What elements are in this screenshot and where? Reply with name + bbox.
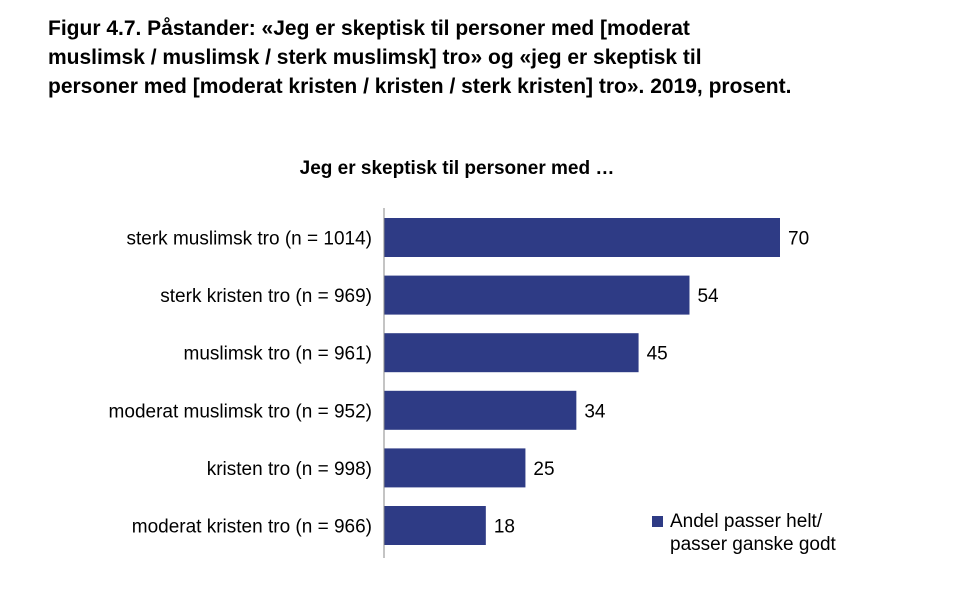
bar bbox=[384, 333, 639, 373]
value-label: 18 bbox=[494, 517, 515, 538]
category-label: sterk muslimsk tro (n = 1014) bbox=[127, 229, 373, 250]
value-label: 34 bbox=[584, 401, 606, 422]
figure-title: Figur 4.7. Påstander: «Jeg er skeptisk t… bbox=[48, 14, 928, 101]
bar-group: sterk muslimsk tro (n = 1014) 70 sterk kri… bbox=[109, 218, 809, 545]
value-label: 70 bbox=[788, 229, 809, 250]
category-label: sterk kristen tro (n = 969) bbox=[160, 286, 372, 307]
bar bbox=[384, 275, 690, 315]
figure-title-line: personer med [moderat kristen / kristen … bbox=[48, 75, 792, 98]
legend-label-line: passer ganske godt bbox=[670, 534, 837, 555]
legend-label-line: Andel passer helt/ bbox=[670, 511, 823, 532]
value-label: 25 bbox=[533, 459, 554, 480]
bar bbox=[384, 506, 486, 545]
value-label: 54 bbox=[697, 286, 719, 307]
value-label: 45 bbox=[647, 344, 668, 365]
chart-title: Jeg er skeptisk til personer med … bbox=[300, 158, 615, 179]
bar bbox=[384, 218, 780, 257]
legend: Andel passer helt/ passer ganske godt bbox=[652, 511, 837, 555]
figure-title-line: Figur 4.7. Påstander: «Jeg er skeptisk t… bbox=[48, 17, 690, 40]
category-label: moderat muslimsk tro (n = 952) bbox=[109, 401, 372, 422]
category-label: muslimsk tro (n = 961) bbox=[184, 344, 372, 365]
legend-swatch bbox=[652, 516, 663, 527]
figure-title-line: muslimsk / muslimsk / sterk muslimsk] tr… bbox=[48, 46, 702, 69]
bar bbox=[384, 390, 577, 430]
bar bbox=[384, 448, 526, 488]
category-label: kristen tro (n = 998) bbox=[207, 459, 372, 480]
category-label: moderat kristen tro (n = 966) bbox=[132, 517, 372, 538]
